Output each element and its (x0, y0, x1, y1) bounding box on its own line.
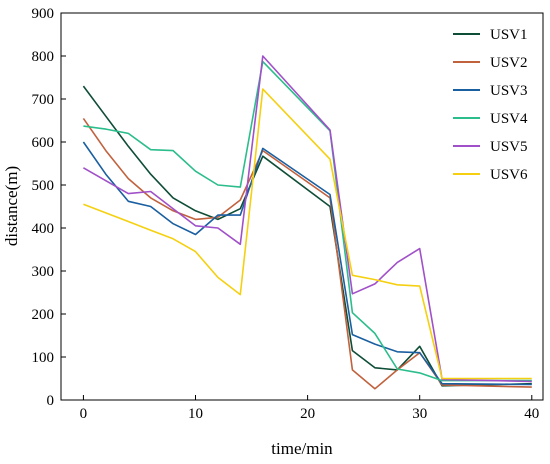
y-tick-label: 0 (47, 393, 55, 409)
x-tick-label: 0 (80, 406, 88, 422)
legend-label-usv6: USV6 (490, 167, 528, 183)
legend-label-usv4: USV4 (490, 111, 528, 127)
series-line-usv3 (82, 141, 532, 386)
y-tick-label: 900 (32, 6, 55, 22)
series-line-usv6 (83, 88, 532, 380)
y-tick-label: 300 (32, 264, 55, 280)
legend-label-usv3: USV3 (490, 83, 528, 99)
x-tick-label: 40 (524, 406, 539, 422)
series-line-usv4 (83, 60, 532, 382)
legend-label-usv5: USV5 (490, 139, 528, 155)
y-tick-label: 200 (32, 307, 55, 323)
series-layer (82, 55, 532, 390)
legend-label-usv2: USV2 (490, 55, 528, 71)
series-line-usv2 (82, 117, 532, 390)
series-line-usv1 (82, 85, 532, 387)
legend: USV1 USV2 USV3 USV4 USV5 USV6 (453, 27, 528, 183)
legend-label-usv1: USV1 (490, 27, 528, 43)
y-tick-label: 800 (32, 49, 55, 65)
y-tick-label: 400 (32, 221, 55, 237)
plot-frame (60, 12, 544, 401)
x-axis-title: time/min (271, 439, 333, 458)
y-axis-title: distance(m) (2, 166, 21, 246)
y-tick-label: 600 (32, 135, 55, 151)
x-tick-label: 20 (300, 406, 315, 422)
y-tick-label: 100 (32, 350, 55, 366)
x-tick-label: 30 (412, 406, 427, 422)
y-tick-label: 500 (32, 178, 55, 194)
x-tick-label: 10 (188, 406, 203, 422)
series-line-usv5 (83, 55, 532, 383)
y-tick-label: 700 (32, 92, 55, 108)
